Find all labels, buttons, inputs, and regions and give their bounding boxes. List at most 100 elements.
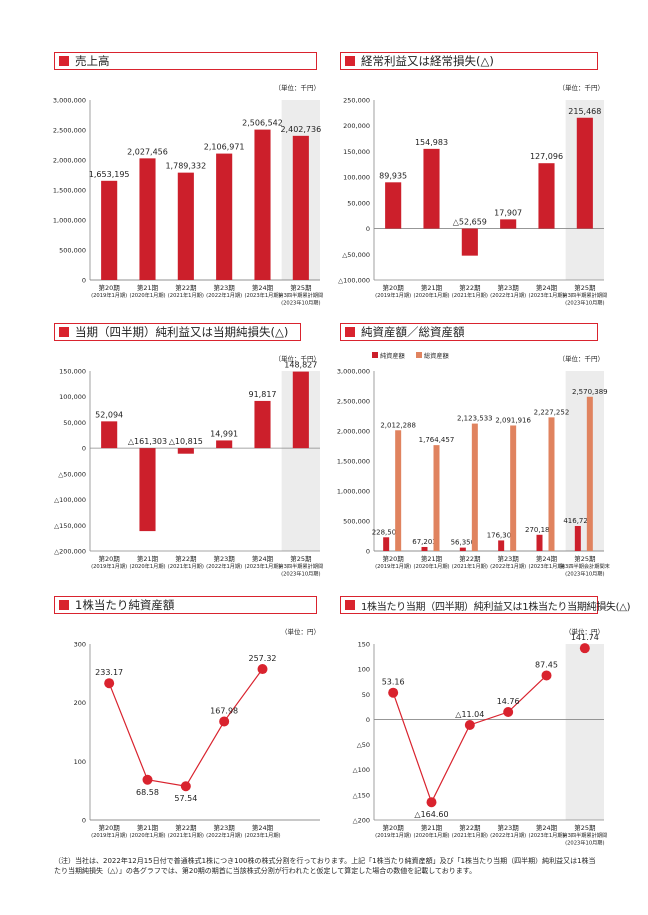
- data-point: [257, 664, 268, 675]
- y-tick-label: △100,000: [54, 496, 86, 504]
- x-tick-label: (2023年10月期): [565, 298, 604, 306]
- data-label: 87.45: [535, 660, 558, 669]
- x-tick-label: 第25期: [290, 554, 312, 563]
- bar: [500, 219, 517, 229]
- y-tick-label: △200: [353, 817, 370, 825]
- data-label: 68.58: [136, 788, 159, 797]
- y-tick-label: △200,000: [54, 548, 86, 556]
- data-label: 67,203: [412, 538, 437, 546]
- data-label: 52,094: [95, 410, 123, 419]
- y-tick-label: 1,000,000: [53, 217, 86, 225]
- panel-header: 純資産額／総資産額: [340, 323, 598, 341]
- y-tick-label: 0: [82, 445, 86, 453]
- x-tick-label: (2019年1月期): [375, 291, 411, 299]
- data-label: 53.16: [382, 678, 405, 687]
- x-tick-label: (2023年1月期): [528, 562, 564, 570]
- data-label: 2,570,389: [572, 388, 608, 396]
- data-label: 17,907: [494, 208, 522, 217]
- bar: [254, 129, 271, 280]
- data-label: 56,350: [451, 539, 476, 547]
- bar: [574, 525, 581, 551]
- unit-label: （単位：千円）: [275, 83, 321, 92]
- unit-label: （単位：千円）: [275, 354, 321, 363]
- x-tick-label: (2020年1月期): [129, 831, 165, 839]
- panel-header: 当期（四半期）純利益又は当期純損失(△): [54, 323, 301, 341]
- x-tick-label: 第22期: [459, 554, 481, 563]
- x-tick-label: (2023年1月期): [528, 831, 564, 839]
- y-tick-label: 2,000,000: [337, 428, 370, 436]
- x-tick-label: 第24期: [252, 823, 274, 832]
- chart-svg: （単位：千円） 0 500,000 1,000,000 1,500,000 2,000,0…: [337, 352, 611, 577]
- y-tick-label: 3,000,000: [53, 97, 86, 105]
- x-tick-label: (2020年1月期): [413, 831, 449, 839]
- chart-net-income: （単位：千円） △200,000 △150,000 △100,000 △50,000 0 5…: [40, 354, 323, 585]
- data-label: 89,935: [379, 171, 407, 180]
- bar: [395, 430, 402, 551]
- x-tick-label: 第24期: [536, 823, 558, 832]
- legend-label: 総資産額: [424, 352, 449, 360]
- x-tick-label: 第20期: [99, 823, 121, 832]
- y-tick-label: △150: [353, 791, 370, 799]
- x-tick-label: 第21期: [137, 554, 159, 563]
- data-label: 233.17: [95, 668, 123, 677]
- data-label: 2,402,736: [280, 125, 321, 134]
- bar: [216, 440, 233, 449]
- bar: [498, 540, 505, 551]
- data-label: 167.98: [210, 706, 238, 715]
- x-tick-label: 第20期: [99, 283, 121, 292]
- y-tick-label: 200: [74, 699, 86, 707]
- chart-svg: （単位：円） 0 100 200 300 第20期(2019年1月期) 第21期(2020年…: [74, 627, 320, 839]
- x-tick-label: (2023年1月期): [244, 291, 280, 299]
- bar: [254, 400, 271, 449]
- y-tick-label: 0: [366, 225, 370, 233]
- x-tick-label: 第22期: [175, 823, 197, 832]
- y-tick-label: 250,000: [343, 97, 370, 105]
- x-tick-label: (2023年1月期): [244, 562, 280, 570]
- bar: [538, 163, 555, 229]
- x-tick-label: 第22期: [175, 283, 197, 292]
- chart-title: 当期（四半期）純利益又は当期純損失(△): [75, 325, 289, 339]
- bar: [216, 153, 233, 280]
- x-tick-label: (2023年10月期): [281, 298, 320, 306]
- panel-header: 売上高: [54, 52, 317, 70]
- data-point: [503, 707, 514, 718]
- y-tick-label: 1,000,000: [337, 488, 370, 496]
- x-tick-label: 第23期: [498, 823, 520, 832]
- unit-label: （単位：円）: [565, 627, 604, 636]
- y-tick-label: 50,000: [347, 199, 370, 207]
- chart-title: 売上高: [75, 54, 110, 68]
- y-tick-label: 150: [358, 641, 370, 649]
- data-label: 215,468: [568, 107, 601, 116]
- data-label: 1,653,195: [89, 170, 130, 179]
- x-tick-label: (2022年1月期): [206, 831, 242, 839]
- data-label: 154,983: [415, 138, 448, 147]
- chart-svg: （単位：円） △200 △150 △100 △50 0 50 100 150 第20期(2019年…: [353, 627, 608, 846]
- data-label: △11.04: [455, 710, 484, 719]
- y-tick-label: 100: [74, 758, 86, 766]
- x-tick-label: (2019年1月期): [91, 291, 127, 299]
- y-tick-label: 300: [74, 641, 86, 649]
- data-label: 1,789,332: [165, 162, 206, 171]
- data-point: [541, 670, 552, 681]
- x-tick-label: 第3四半期累計期間: [278, 291, 323, 299]
- bar: [383, 537, 390, 551]
- x-tick-label: (2019年1月期): [91, 562, 127, 570]
- data-label: 2,027,456: [127, 147, 168, 156]
- x-tick-label: (2022年1月期): [490, 831, 526, 839]
- y-tick-label: 500,000: [59, 247, 86, 255]
- data-point: [180, 781, 191, 792]
- chart-svg: （単位：千円） △100,000 △50,000 0 50,000 100,000 150,…: [338, 83, 607, 306]
- y-tick-label: 150,000: [59, 368, 86, 376]
- bar: [292, 135, 309, 280]
- y-tick-label: 100,000: [343, 174, 370, 182]
- x-tick-label: (2023年10月期): [565, 569, 604, 577]
- header-square-icon: [345, 600, 355, 610]
- x-tick-label: 第23期: [214, 823, 236, 832]
- unit-label: （単位：千円）: [559, 354, 605, 363]
- bar: [536, 534, 543, 551]
- x-tick-label: (2023年10月期): [565, 838, 604, 846]
- data-point: [104, 678, 115, 689]
- y-tick-label: 2,500,000: [53, 127, 86, 135]
- data-label: 2,506,542: [242, 119, 283, 128]
- x-tick-label: (2021年1月期): [452, 562, 488, 570]
